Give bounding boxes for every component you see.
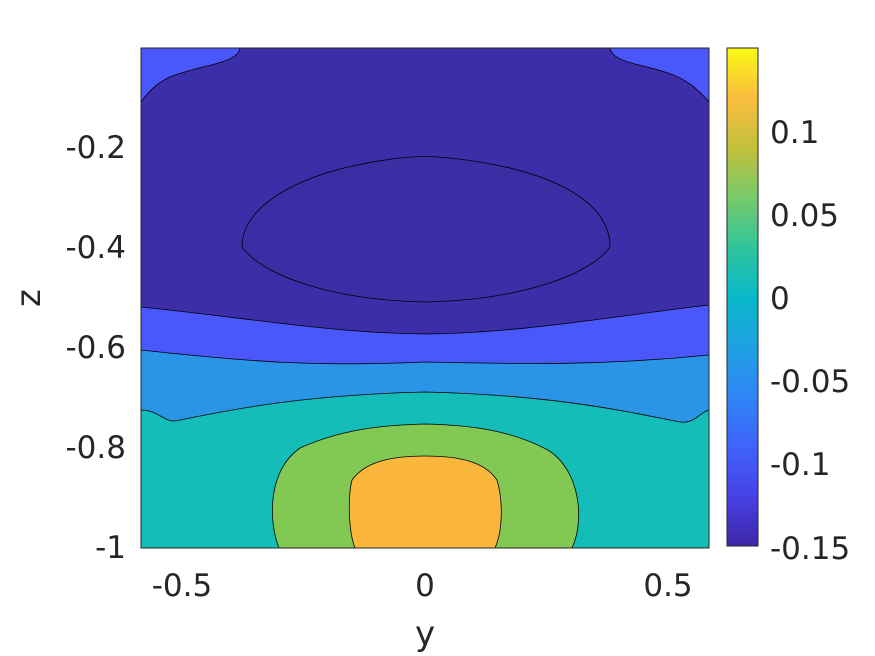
- colorbar-tick-label: 0.1: [770, 115, 819, 151]
- x-tick-label: -0.5: [152, 568, 213, 604]
- y-tick-label: -0.4: [66, 230, 127, 266]
- contour-band-top-left: [141, 48, 241, 103]
- colorbar-tick-label: 0.05: [770, 198, 839, 234]
- y-tick-label: -0.6: [66, 330, 127, 366]
- contour-plot: [141, 48, 709, 548]
- colorbar-tick-label: -0.15: [770, 531, 850, 567]
- colorbar-tick-label: -0.05: [770, 364, 850, 400]
- contour-band-inner-core: [241, 156, 611, 303]
- x-axis: -0.5 0 0.5 y: [152, 568, 693, 654]
- y-axis-label: z: [9, 289, 49, 307]
- contour-band-orange: [348, 455, 502, 548]
- x-tick-label: 0.5: [643, 568, 692, 604]
- colorbar-tick-label: -0.1: [770, 447, 831, 483]
- y-axis: -0.2 -0.4 -0.6 -0.8 -1 z: [9, 130, 126, 566]
- y-tick-label: -0.8: [66, 430, 127, 466]
- y-tick-label: -0.2: [66, 130, 127, 166]
- x-axis-label: y: [415, 614, 435, 654]
- colorbar-tick-label: 0: [770, 281, 790, 317]
- plot-frame: [140, 47, 710, 549]
- y-tick-label: -1: [95, 530, 126, 566]
- x-tick-label: 0: [415, 568, 435, 604]
- colorbar-gradient: [726, 47, 759, 547]
- colorbar: 0.1 0.05 0 -0.05 -0.1 -0.15: [726, 47, 850, 567]
- contour-band-top-right: [609, 48, 709, 103]
